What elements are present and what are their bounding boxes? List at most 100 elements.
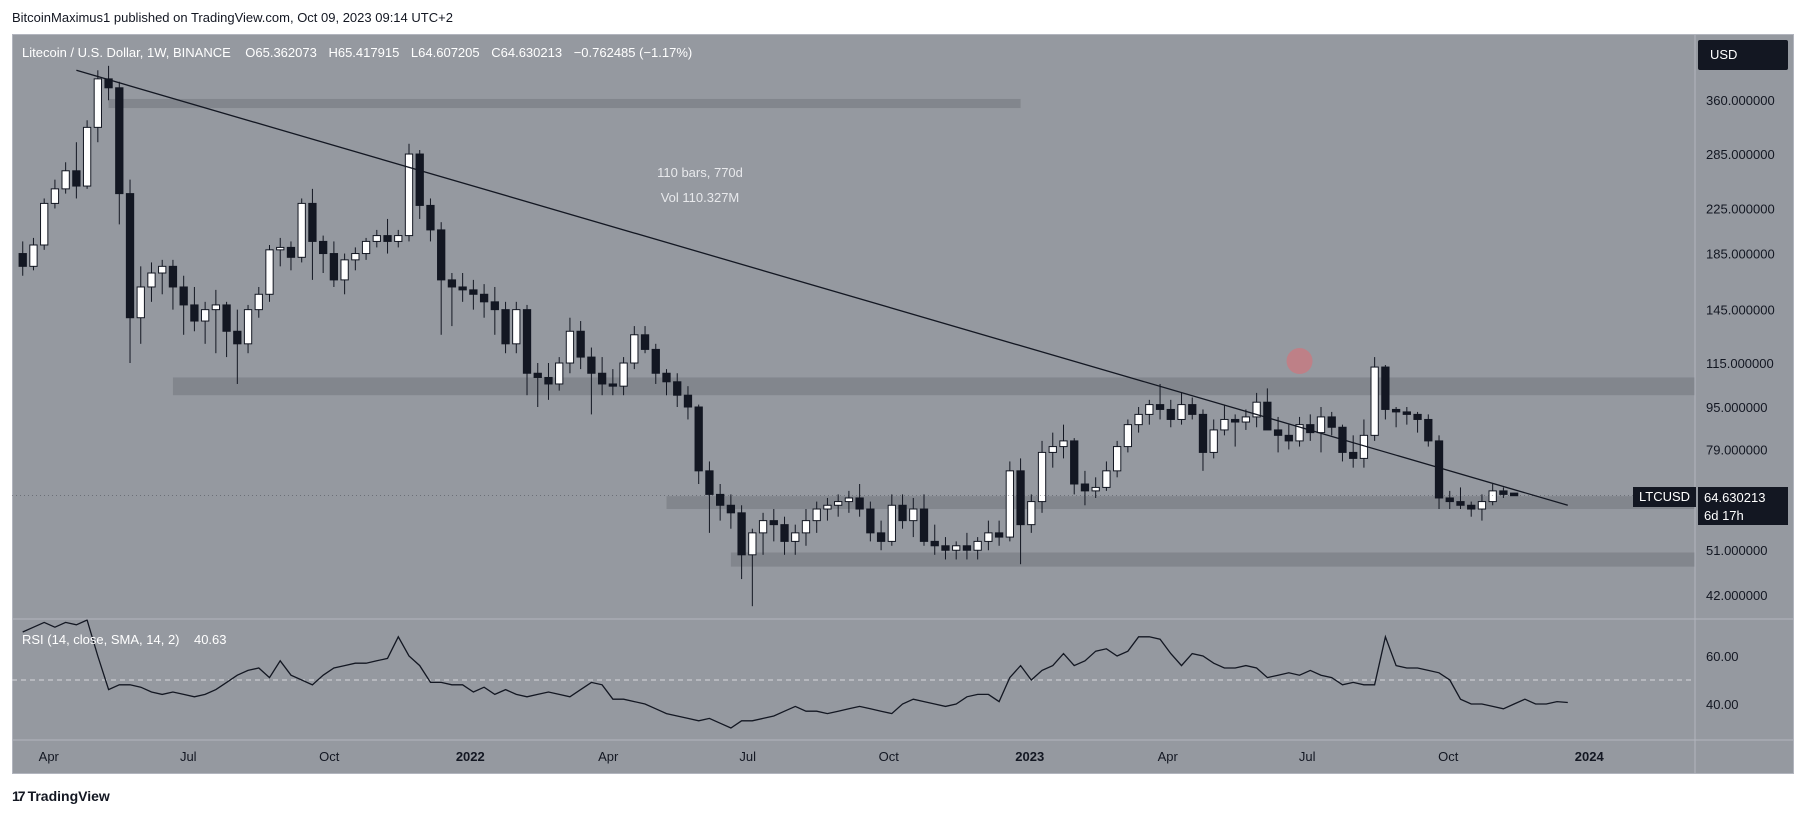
candle-down [437,229,446,281]
open-label: O [245,45,256,60]
candle-up [1220,418,1229,431]
candle-down [576,330,585,358]
candle-down [190,304,199,322]
candle-down [501,309,510,345]
candle-down [1016,470,1025,526]
rsi-layer [12,619,1695,729]
candle-down [522,309,532,374]
candle-down [640,334,650,350]
candle-down [125,193,135,319]
candle-up [82,126,92,187]
candle-up [748,532,757,556]
candle-up [1059,440,1068,448]
candle-down [1231,418,1240,423]
candle-down [1284,434,1293,442]
candle-up [1241,416,1251,423]
candle-down [1456,501,1465,506]
candle-down [769,520,778,526]
price-axis-label: 360.000000 [1706,93,1775,108]
candle-up [1209,429,1218,453]
rsi-legend: RSI (14, close, SMA, 14, 2) 40.63 [22,632,227,647]
candle-up [211,304,221,311]
support-resistance-zone [666,496,1695,510]
candle-up [823,504,832,510]
candle-down [1188,404,1197,415]
candle-up [973,540,982,551]
candle-up [40,202,49,246]
measure-bars: 110 bars, 770d [657,165,743,180]
candle-up [512,309,521,345]
tradingview-logo[interactable]: 17 TradingView [12,788,110,804]
bar-countdown: 6d 17h [1704,508,1744,523]
candle-up [158,265,167,274]
zones-layer [108,98,1695,567]
symbol-price-tag: LTCUSD [1633,487,1697,507]
candle-down [962,545,972,551]
candle-down [941,545,950,551]
candle-up [844,497,854,503]
candle-up [147,272,156,288]
candle-down [597,372,607,385]
candle-up [758,520,768,534]
candle-up [1027,501,1036,526]
candle-up [1145,404,1154,415]
chart-frame[interactable] [12,34,1794,774]
candle-down [930,540,939,547]
candle-up [909,508,918,522]
candle-down [319,240,328,255]
candle-up [1477,501,1487,510]
candle-down [1467,504,1476,510]
candle-down [469,289,478,295]
candle-down [866,508,875,534]
tradingview-logo-text: TradingView [27,788,110,804]
time-axis-label: Apr [1158,749,1179,764]
candle-down [222,304,231,332]
measure-tooltip: 110 bars, 770d Vol 110.327M [600,160,800,210]
close-label: C [491,45,501,60]
candle-up [812,508,821,522]
candle-down [533,372,542,378]
candle-up [372,235,381,242]
candle-down [1391,408,1401,413]
candle-down [1080,483,1090,492]
candle-down [115,87,124,195]
candle-down [683,394,693,408]
time-axis-label: Oct [1438,749,1459,764]
candle-down [18,253,27,267]
change-value: −0.762485 (−1.17%) [573,45,693,60]
low-value: 64.607205 [418,45,480,60]
candle-down [1445,497,1454,503]
candles-layer [18,65,1519,607]
time-axis-label: 2022 [456,749,485,764]
price-axis-label: 42.000000 [1706,588,1767,603]
candle-up [200,309,210,322]
candle-down [168,265,178,288]
candle-down [1424,418,1433,442]
candle-up [265,249,274,295]
time-axis-label: Oct [879,749,900,764]
candle-up [136,286,145,319]
time-axis-label: Apr [39,749,60,764]
candle-down [608,383,618,387]
candle-down [1349,451,1358,459]
support-resistance-zone [172,377,1695,396]
candle-up [394,235,403,242]
candle-down [1263,401,1272,431]
candle-down [587,356,596,374]
candle-down [426,204,435,231]
candle-down [286,246,296,258]
last-price-value: 64.630213 [1704,490,1766,505]
candle-down [994,532,1004,538]
candle-up [952,545,961,551]
currency-button[interactable]: USD [1698,40,1788,70]
candle-up [29,244,38,267]
candle-down [673,381,682,396]
close-value: 64.630213 [500,45,563,60]
rsi-line [22,619,1568,729]
candle-down [1413,413,1422,420]
candle-down [233,330,242,345]
candle-up [834,501,843,506]
candle-up [1123,424,1133,448]
candle-up [1005,470,1014,538]
